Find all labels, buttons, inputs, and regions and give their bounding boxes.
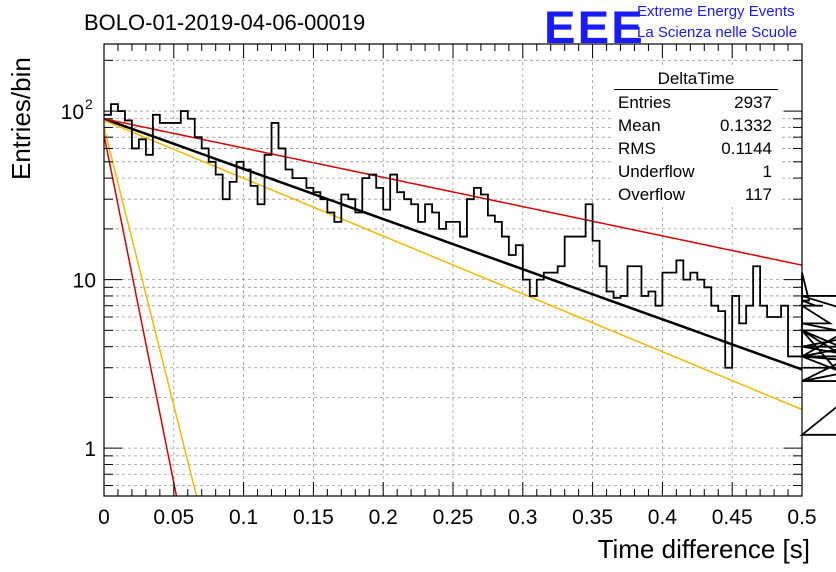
eee-logo: EEE [544,2,645,53]
x-axis-label: Time difference [s] [597,534,810,564]
tick-labels-layer: 0 0.05 0.1 0.15 0.2 0.25 0.3 0.35 0.4 0.45 0.5 1 10 1… [61,96,817,529]
fit-curve-0 [103,117,803,371]
axis-ticks-layer [103,44,803,496]
stat-value: 2937 [734,93,772,112]
x-tick-label: 0 [98,506,110,529]
y-tick-label: 10 [61,101,84,124]
y-tick-label: 10 [73,270,96,293]
x-tick-label: 0.2 [369,506,398,529]
x-tick-label: 0.3 [508,506,537,529]
stat-name: Overflow [618,185,686,204]
stats-divider [614,89,778,90]
stat-value: 117 [744,185,772,204]
x-tick-label: 0.45 [712,506,753,529]
stat-value: 0.1332 [720,116,772,135]
logo-subtitle-line1: Extreme Energy Events [637,3,795,20]
plot-title: BOLO-01-2019-04-06-00019 [84,10,366,35]
stats-title: DeltaTime [657,69,735,88]
histogram-layer [104,103,836,436]
fit-curve-2 [103,119,803,411]
x-tick-label: 0.1 [229,506,258,529]
stat-name: Entries [618,93,671,112]
y-tick-label-exponent: 2 [85,96,93,112]
stat-row-mean: Mean 0.1332 [618,116,772,138]
x-tick-label: 0.4 [648,506,678,529]
histogram-steps [104,103,836,436]
stats-box: DeltaTime Entries 2937 Mean 0.1332 RMS 0… [612,67,780,207]
fit-curve-4 [103,127,198,497]
stat-name: RMS [618,139,656,158]
x-tick-label: 0.5 [787,506,816,529]
fit-curves-layer [103,117,803,497]
stat-name: Underflow [618,162,695,181]
x-tick-label: 0.35 [572,506,613,529]
grid-layer [104,44,802,496]
stat-value: 1 [762,162,772,181]
fit-curve-3 [103,134,178,497]
logo-subtitle-line2: La Scienza nelle Scuole [637,24,798,41]
stat-row-overflow: Overflow 117 [618,185,772,207]
stat-row-entries: Entries 2937 [618,93,772,115]
stat-row-underflow: Underflow 1 [618,162,772,184]
x-tick-label: 0.25 [433,506,474,529]
x-tick-label: 0.15 [293,506,334,529]
stat-value: 0.1144 [721,139,772,158]
y-tick-label: 1 [84,438,96,461]
fit-curve-1 [103,118,803,266]
x-tick-label: 0.05 [153,506,194,529]
stat-name: Mean [618,116,661,135]
stat-row-rms: RMS 0.1144 [618,139,772,161]
y-axis-label: Entries/bin [6,57,36,180]
